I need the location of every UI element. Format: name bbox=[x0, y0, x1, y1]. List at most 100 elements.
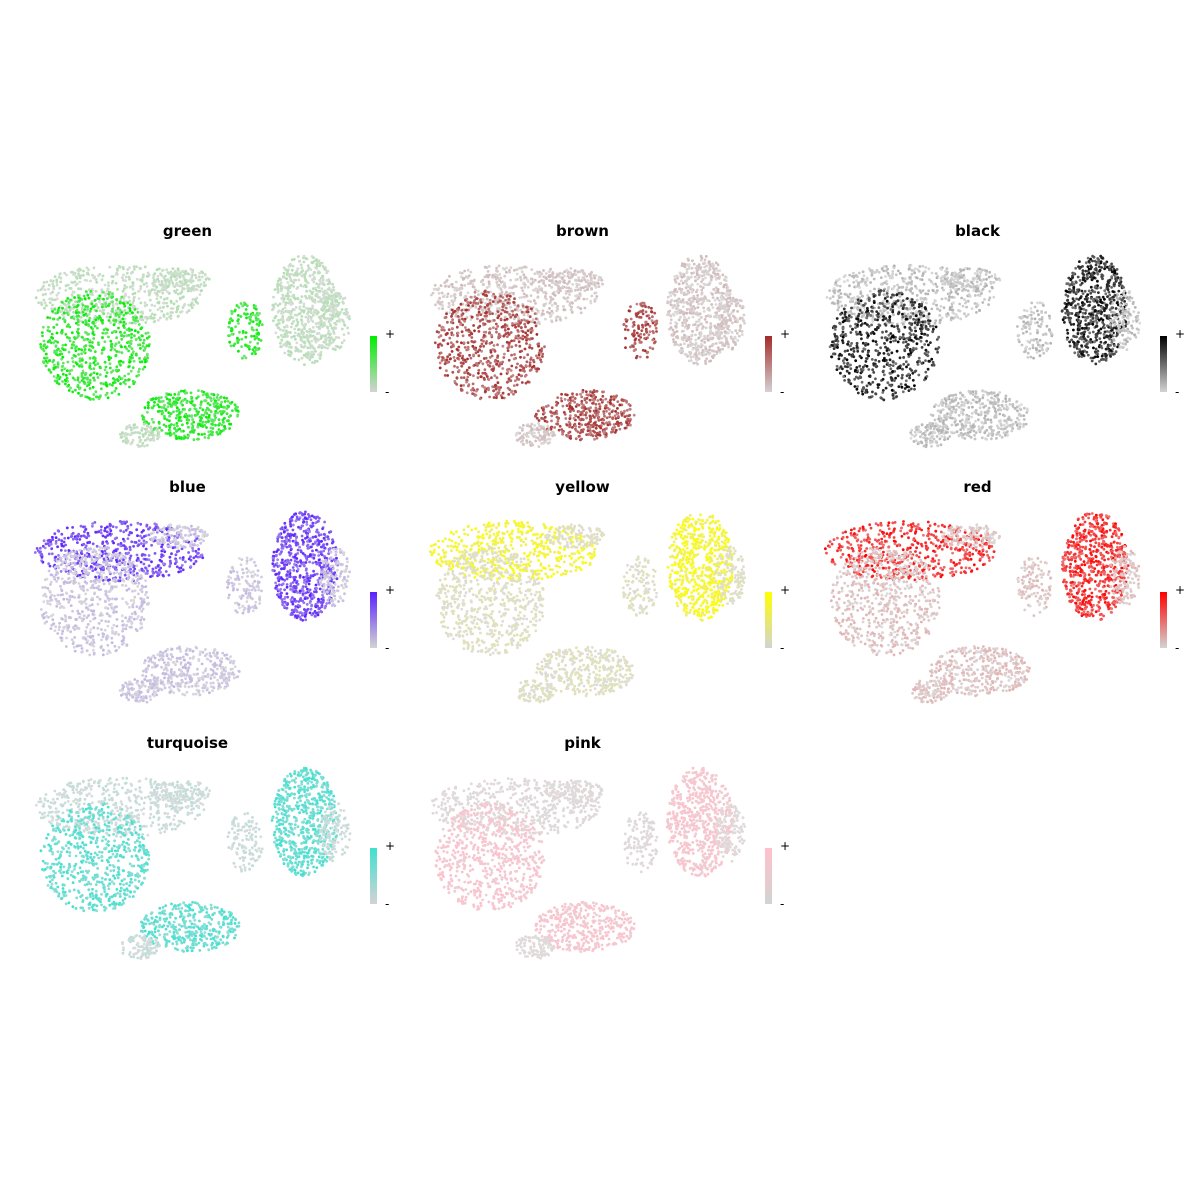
cell-point bbox=[344, 310, 348, 314]
cell-point bbox=[333, 348, 337, 351]
cell-point bbox=[570, 311, 574, 314]
cell-point bbox=[454, 280, 458, 284]
cell-point bbox=[465, 368, 469, 372]
cell-point bbox=[92, 305, 95, 308]
cell-point bbox=[111, 275, 115, 278]
cell-point bbox=[50, 336, 53, 339]
cell-point bbox=[537, 367, 540, 371]
cell-point bbox=[282, 271, 286, 275]
cell-point bbox=[622, 323, 626, 326]
cell-point bbox=[513, 353, 516, 356]
cell-point bbox=[540, 312, 544, 315]
cell-point bbox=[84, 321, 88, 324]
cell-point bbox=[103, 283, 107, 287]
cell-point bbox=[489, 361, 492, 365]
cell-point bbox=[589, 299, 593, 303]
cell-point bbox=[226, 399, 230, 403]
cell-point bbox=[513, 303, 517, 307]
cell-point bbox=[157, 301, 161, 305]
cell-point bbox=[284, 268, 288, 272]
cell-point bbox=[192, 429, 195, 433]
cell-point bbox=[514, 315, 517, 319]
cell-point bbox=[153, 400, 156, 404]
cell-point bbox=[81, 320, 85, 324]
cell-point bbox=[654, 326, 658, 330]
cell-point bbox=[130, 336, 133, 339]
cell-point bbox=[98, 373, 102, 377]
cell-point bbox=[47, 325, 50, 329]
cell-point bbox=[297, 278, 301, 282]
cell-point bbox=[440, 326, 444, 329]
cell-point bbox=[631, 344, 635, 348]
colorbar bbox=[370, 336, 377, 392]
cell-point bbox=[111, 303, 115, 307]
cell-point bbox=[83, 388, 87, 392]
cell-point bbox=[72, 305, 76, 309]
cell-point bbox=[123, 309, 127, 312]
cell-point bbox=[114, 313, 118, 316]
cell-point bbox=[51, 303, 54, 307]
cell-point bbox=[92, 367, 96, 370]
cell-point bbox=[323, 321, 326, 325]
cell-point bbox=[81, 358, 84, 362]
cell-point bbox=[133, 267, 136, 271]
cell-point bbox=[54, 311, 58, 315]
cell-point bbox=[515, 272, 519, 276]
cell-point bbox=[329, 302, 333, 305]
cell-point bbox=[437, 343, 440, 347]
cell-point bbox=[128, 299, 132, 303]
cell-point bbox=[101, 336, 104, 339]
cell-point bbox=[461, 354, 465, 358]
cell-point bbox=[523, 284, 527, 288]
cell-point bbox=[514, 278, 518, 282]
cell-point bbox=[440, 328, 444, 332]
cell-point bbox=[194, 276, 198, 280]
cell-point bbox=[46, 340, 50, 344]
cell-point bbox=[210, 392, 214, 396]
cell-point bbox=[187, 425, 190, 429]
cell-point bbox=[129, 271, 133, 275]
cell-point bbox=[333, 315, 336, 318]
cell-point bbox=[42, 339, 46, 343]
cell-point bbox=[222, 420, 225, 424]
cell-point bbox=[250, 352, 254, 355]
cell-point bbox=[300, 295, 304, 298]
cell-point bbox=[89, 289, 93, 293]
cell-point bbox=[164, 278, 168, 282]
cell-point bbox=[138, 440, 142, 444]
cell-point bbox=[128, 277, 131, 281]
cell-point bbox=[124, 275, 128, 279]
cell-point bbox=[484, 317, 488, 321]
cell-point bbox=[282, 343, 286, 347]
cell-point bbox=[209, 410, 213, 414]
cell-point bbox=[530, 346, 534, 350]
cell-point bbox=[165, 268, 169, 272]
cell-point bbox=[519, 278, 523, 282]
cell-point bbox=[39, 288, 43, 292]
cell-point bbox=[458, 351, 462, 355]
cell-point bbox=[99, 366, 102, 370]
cell-point bbox=[453, 359, 457, 362]
cell-point bbox=[144, 321, 148, 324]
cell-point bbox=[563, 281, 566, 284]
cell-point bbox=[321, 276, 325, 280]
cell-point bbox=[327, 297, 331, 300]
cell-point bbox=[164, 408, 168, 411]
cell-point bbox=[548, 279, 551, 282]
cell-point bbox=[464, 326, 467, 329]
cell-point bbox=[163, 414, 166, 418]
cell-point bbox=[488, 327, 491, 331]
cell-point bbox=[148, 438, 151, 441]
cell-point bbox=[172, 284, 176, 288]
cell-point bbox=[446, 374, 450, 377]
cell-point bbox=[169, 299, 173, 303]
cell-point bbox=[117, 375, 121, 379]
cell-point bbox=[627, 309, 631, 313]
cell-point bbox=[279, 345, 283, 349]
cell-point bbox=[77, 287, 80, 291]
cell-point bbox=[447, 328, 451, 331]
cell-point bbox=[537, 310, 540, 314]
cell-point bbox=[133, 423, 136, 427]
cell-point bbox=[507, 327, 510, 331]
cell-point bbox=[151, 438, 155, 441]
